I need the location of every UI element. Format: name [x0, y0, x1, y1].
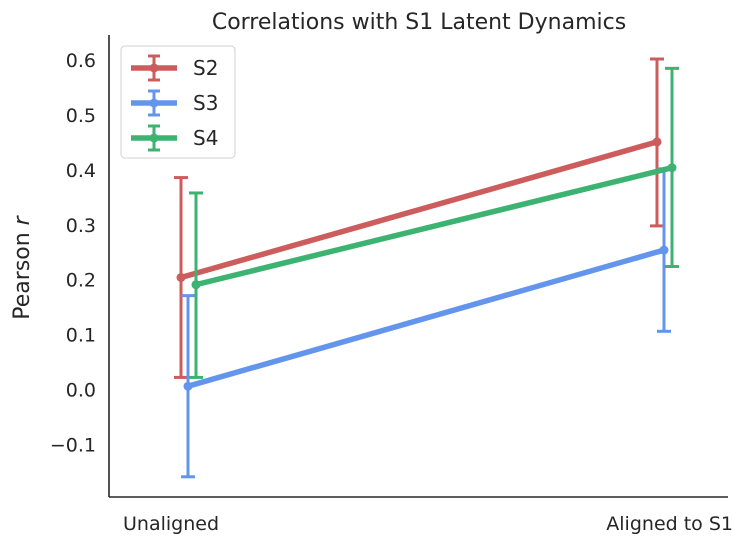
legend-label: S2: [193, 56, 218, 80]
plot-area: −0.1 0.0 0.1 0.2 0.3 0.4 0.5 0.6 Unaligned Aligne…: [50, 35, 733, 535]
series-line-S4: [193, 164, 675, 288]
y-axis-label-prefix: Pearson: [10, 225, 35, 319]
y-tick-label: 0.2: [66, 270, 96, 292]
y-axis-label-symbol: r: [10, 214, 35, 225]
series-S4: [189, 66, 679, 379]
legend-item-S2: S2: [131, 54, 218, 82]
series-S3: [181, 167, 671, 479]
y-tick-label: 0.4: [66, 160, 96, 182]
data-point: [659, 245, 669, 255]
legend-label: S4: [193, 126, 218, 150]
data-point: [191, 280, 201, 290]
legend-swatch-marker: [149, 63, 159, 73]
series-S2: [174, 57, 664, 379]
legend-swatch-marker: [149, 133, 159, 143]
y-tick-label: 0.1: [66, 325, 96, 347]
y-tick-label: −0.1: [50, 434, 96, 456]
y-axis-label: Pearson r: [10, 214, 35, 319]
series-line-S3: [185, 247, 667, 389]
data-point: [176, 273, 186, 283]
legend: S2 S3 S4: [120, 45, 236, 159]
data-point: [652, 137, 662, 147]
x-tick-label: Aligned to S1: [606, 513, 733, 535]
legend-item-S4: S4: [131, 124, 218, 152]
y-tick-label: 0.3: [66, 215, 96, 237]
chart-title: Correlations with S1 Latent Dynamics: [212, 10, 626, 35]
x-tick-label: Unaligned: [123, 513, 219, 535]
series-line-S2: [178, 139, 660, 281]
legend-box: [120, 45, 236, 159]
legend-label: S3: [193, 91, 218, 115]
data-point: [667, 163, 677, 173]
y-tick-label: 0.5: [66, 105, 96, 127]
y-tick-label: 0.0: [66, 380, 96, 402]
y-tick-label: 0.6: [66, 50, 96, 72]
legend-swatch-marker: [149, 98, 159, 108]
data-point: [183, 381, 193, 391]
legend-item-S3: S3: [131, 89, 218, 117]
